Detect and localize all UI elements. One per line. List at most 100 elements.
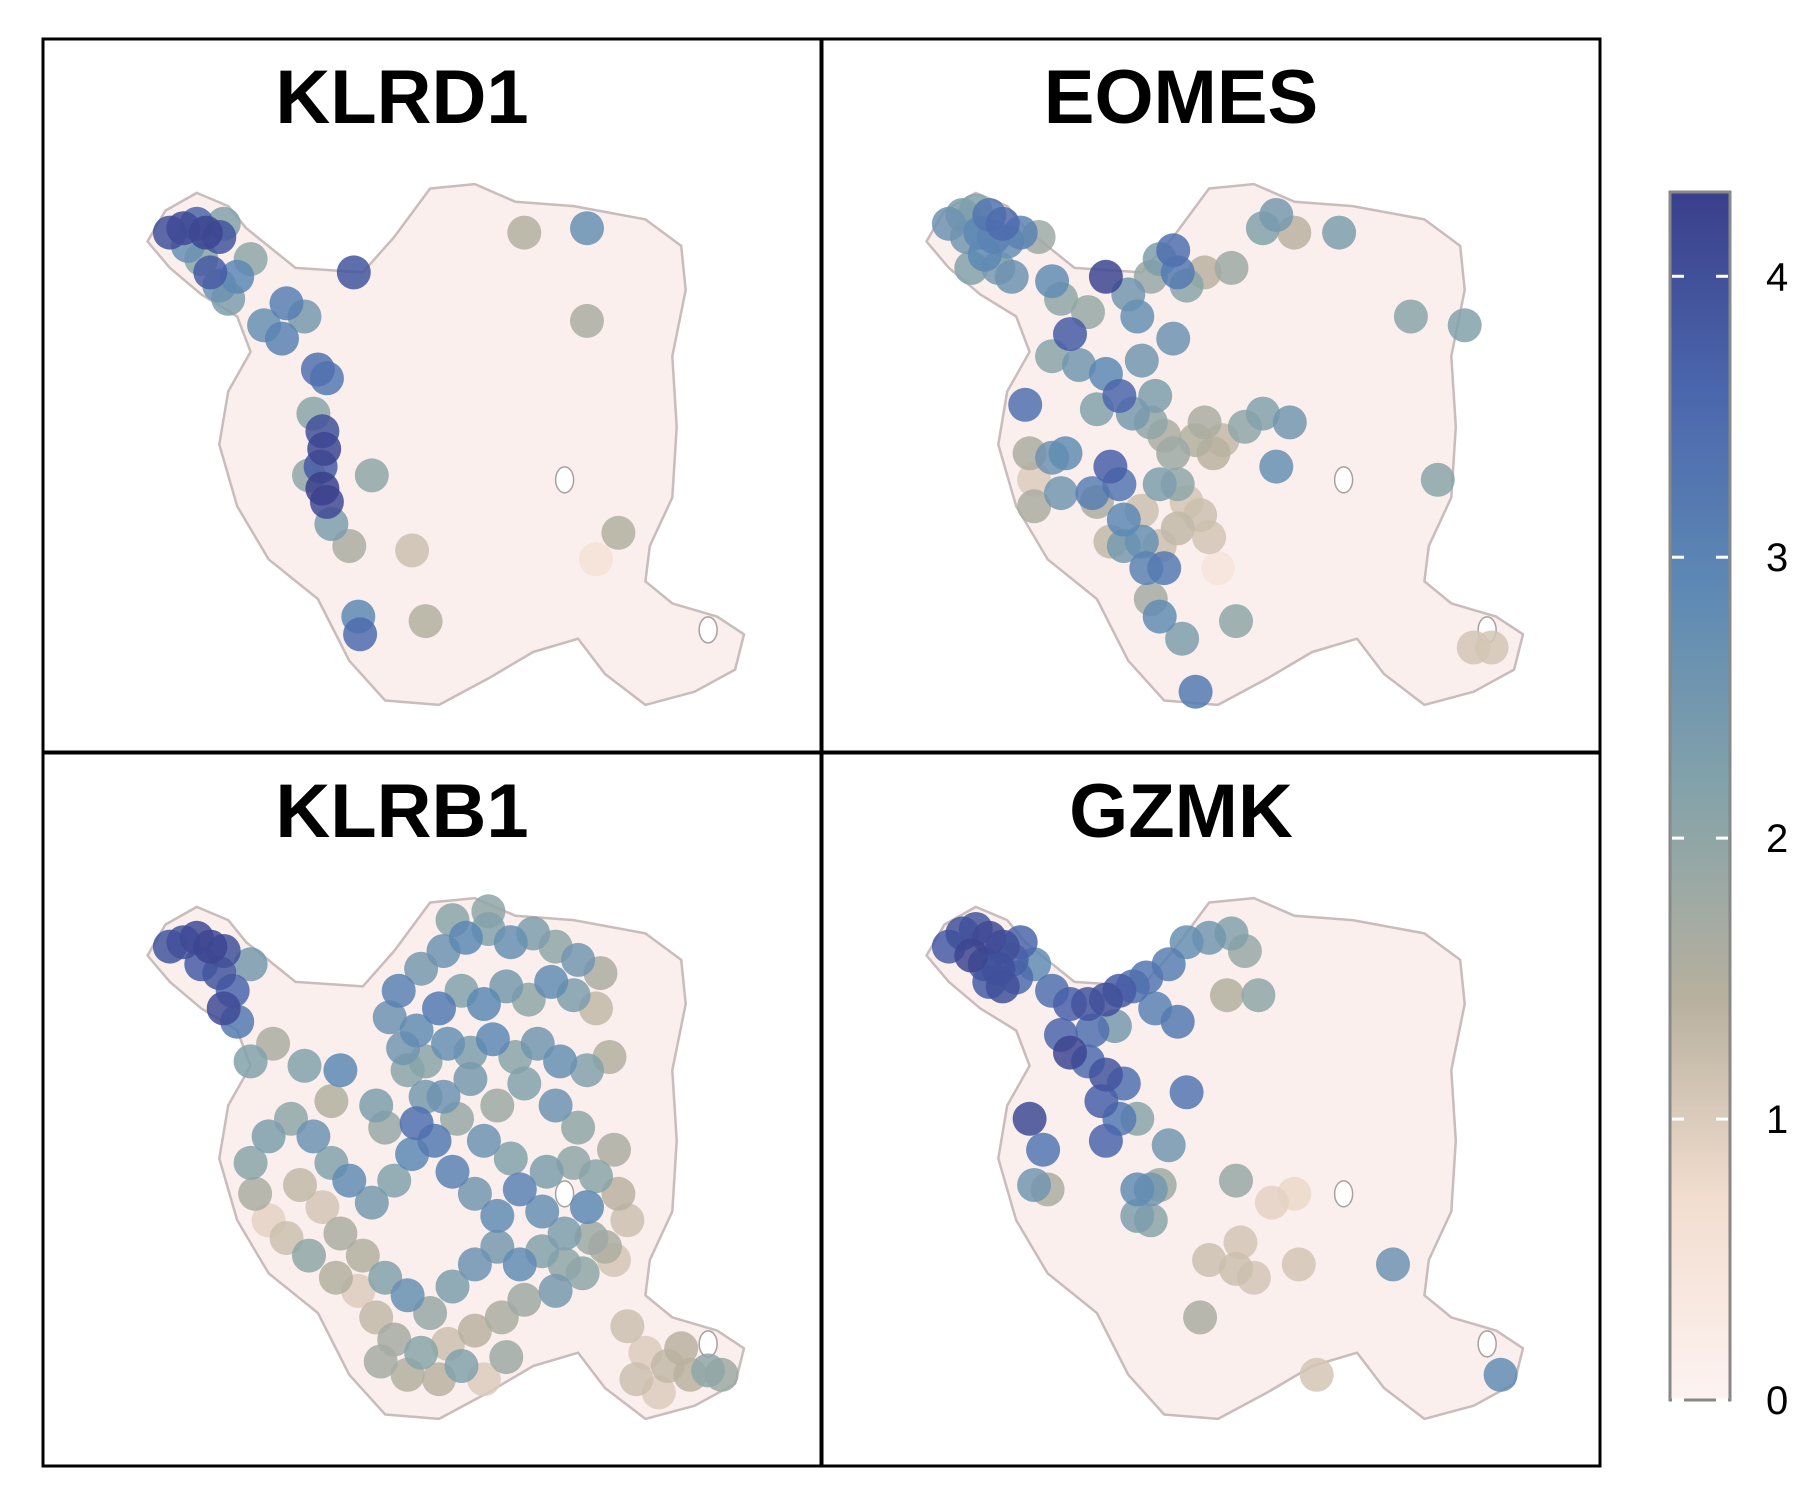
cell-point bbox=[1223, 1225, 1258, 1260]
cell-point bbox=[1201, 551, 1235, 586]
panel-gzmk: GZMK bbox=[820, 751, 1602, 1468]
cell-point bbox=[1187, 405, 1222, 440]
cell-point bbox=[1183, 1300, 1218, 1335]
cell-point bbox=[466, 987, 501, 1021]
cell-point bbox=[292, 1238, 326, 1273]
cell-point bbox=[431, 1026, 465, 1061]
cell-point bbox=[435, 1269, 470, 1304]
cloud-hole bbox=[698, 616, 718, 644]
panel-grid: KLRD1 EOMES KLRB1 GZMK bbox=[41, 37, 1602, 1468]
cell-point bbox=[233, 1044, 268, 1079]
cell-point bbox=[220, 259, 255, 294]
colorbar-gradient bbox=[1668, 190, 1732, 1402]
cell-point bbox=[1017, 489, 1052, 524]
cell-point bbox=[193, 929, 228, 964]
cell-point bbox=[372, 1000, 407, 1035]
cell-point bbox=[1075, 1013, 1110, 1048]
cell-point bbox=[343, 617, 378, 652]
cell-point bbox=[251, 1119, 286, 1154]
cell-point bbox=[354, 458, 389, 493]
colorbar-tick-label: 4 bbox=[1766, 255, 1788, 299]
cell-point bbox=[453, 1062, 488, 1096]
cell-point bbox=[1151, 1128, 1186, 1163]
cell-point bbox=[466, 1123, 501, 1158]
cloud-hole bbox=[1477, 1330, 1497, 1358]
cell-point bbox=[1026, 1132, 1061, 1167]
cloud-hole bbox=[1333, 466, 1354, 494]
cell-point bbox=[1259, 449, 1294, 484]
cell-point bbox=[1219, 604, 1253, 639]
cell-point bbox=[985, 206, 1020, 241]
cell-point bbox=[1088, 1057, 1123, 1092]
cell-point bbox=[502, 1247, 537, 1282]
cell-point bbox=[448, 920, 483, 955]
panel-klrb1: KLRB1 bbox=[41, 751, 823, 1468]
cell-point bbox=[1165, 621, 1200, 656]
panel-eomes: EOMES bbox=[820, 37, 1602, 754]
cell-point bbox=[457, 1176, 492, 1211]
cell-point bbox=[1322, 215, 1357, 250]
cell-point bbox=[1393, 299, 1428, 334]
cell-point bbox=[377, 1163, 412, 1198]
cell-point bbox=[525, 1194, 560, 1229]
cell-point bbox=[1214, 250, 1249, 285]
cell-point bbox=[1474, 630, 1509, 665]
cell-point bbox=[1156, 321, 1191, 356]
cell-point bbox=[538, 1088, 573, 1123]
cell-point bbox=[507, 1282, 542, 1317]
cell-point bbox=[457, 1313, 492, 1348]
cell-point bbox=[1210, 978, 1244, 1013]
cell-point bbox=[1124, 343, 1159, 378]
cell-point bbox=[1120, 299, 1155, 334]
cell-point bbox=[1156, 436, 1191, 471]
panel-klrd1: KLRD1 bbox=[41, 37, 823, 754]
cell-point bbox=[269, 286, 304, 321]
cell-point bbox=[1156, 233, 1191, 268]
cell-point bbox=[1084, 1084, 1119, 1119]
cell-point bbox=[547, 1216, 582, 1251]
cell-point bbox=[1160, 1004, 1195, 1039]
cell-point bbox=[426, 1079, 461, 1114]
cell-point bbox=[1088, 259, 1123, 294]
cell-point bbox=[323, 1053, 358, 1088]
cell-point bbox=[332, 1163, 367, 1198]
cell-point bbox=[408, 604, 443, 639]
cell-point bbox=[994, 259, 1029, 294]
cloud-hole bbox=[698, 1330, 718, 1358]
colorbar-tick-label: 0 bbox=[1766, 1379, 1788, 1423]
cell-point bbox=[664, 1331, 699, 1366]
cell-point bbox=[300, 352, 335, 387]
panel-title: KLRD1 bbox=[275, 55, 528, 140]
cell-point bbox=[1142, 599, 1177, 634]
cell-point bbox=[610, 1309, 645, 1344]
cell-point bbox=[444, 1349, 479, 1383]
cell-point bbox=[1420, 462, 1455, 497]
panel-title: KLRB1 bbox=[275, 769, 528, 854]
cell-point bbox=[1259, 198, 1294, 232]
cell-point bbox=[1254, 1185, 1289, 1220]
cell-point bbox=[399, 1106, 434, 1141]
cell-point bbox=[1160, 511, 1195, 546]
cell-point bbox=[1035, 264, 1070, 299]
colorbar: 0 1 2 3 4 bbox=[1668, 190, 1788, 1423]
cell-point bbox=[570, 303, 604, 338]
cell-point bbox=[570, 1190, 604, 1225]
cell-point bbox=[1017, 1168, 1052, 1202]
cell-point bbox=[206, 991, 241, 1026]
cell-point bbox=[354, 1185, 389, 1220]
cell-point bbox=[1272, 405, 1307, 440]
cell-point bbox=[193, 255, 228, 290]
cell-point bbox=[305, 471, 340, 506]
cell-point bbox=[538, 1273, 573, 1308]
cell-point bbox=[1053, 317, 1087, 352]
cell-point bbox=[1048, 436, 1083, 471]
cell-point bbox=[381, 973, 416, 1008]
cell-point bbox=[318, 1260, 353, 1295]
cell-point bbox=[1088, 1123, 1123, 1158]
cell-point bbox=[336, 255, 371, 290]
cell-point bbox=[188, 215, 223, 250]
cell-point bbox=[610, 1203, 645, 1238]
cell-point bbox=[345, 1238, 380, 1273]
cell-point bbox=[480, 1088, 515, 1123]
